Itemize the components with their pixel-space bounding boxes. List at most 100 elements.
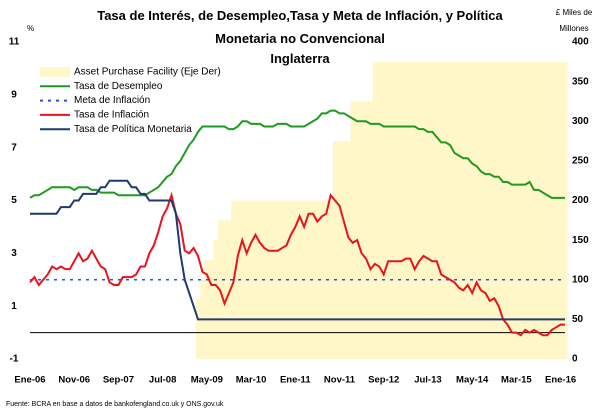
y2-tick-label: 350: [572, 76, 589, 87]
area-column: [359, 101, 365, 359]
area-column: [461, 61, 466, 359]
area-column: [266, 200, 272, 359]
area-column: [337, 141, 343, 359]
area-column: [540, 61, 546, 359]
area-column: [518, 61, 524, 359]
area-column: [412, 61, 418, 359]
area-column: [240, 200, 245, 359]
area-column: [354, 101, 360, 359]
area-column: [438, 61, 444, 359]
area-column: [553, 61, 559, 359]
y-tick-label: 1: [11, 301, 17, 312]
area-column: [421, 61, 427, 359]
line-series: [29, 109, 565, 199]
area-column: [505, 61, 511, 359]
area-column: [430, 61, 435, 359]
area-column: [394, 61, 400, 359]
area-column: [315, 200, 321, 359]
area-column: [288, 200, 294, 359]
x-tick-label: Ene-06: [14, 375, 45, 386]
area-column: [226, 220, 232, 359]
y2-tick-label: 200: [572, 195, 589, 206]
area-column: [496, 61, 502, 359]
x-tick-label: Jul-08: [149, 375, 176, 386]
y-tick-label: 3: [11, 248, 17, 259]
legend-label: Tasa de Política Monetaria: [74, 124, 192, 135]
legend-label: Asset Purchase Facility (Eje Der): [74, 67, 221, 78]
area-column: [279, 200, 285, 359]
area-column: [536, 61, 542, 359]
legend-label: Tasa de Inflación: [74, 110, 149, 121]
area-column: [403, 61, 409, 359]
x-tick-label: Sep-12: [368, 375, 399, 386]
area-column: [527, 61, 533, 359]
y2-tick-label: 250: [572, 156, 589, 167]
area-column: [350, 101, 356, 359]
area-column: [416, 61, 422, 359]
area-column: [478, 61, 484, 359]
area-column: [341, 141, 347, 359]
area-column: [248, 200, 254, 359]
area-column: [452, 61, 458, 359]
x-tick-label: Mar-10: [236, 375, 267, 386]
source-note: Fuente: BCRA en base a datos de bankofen…: [6, 401, 224, 408]
y2-tick-label: 400: [572, 37, 589, 48]
area-column: [447, 61, 453, 359]
area-column: [195, 299, 201, 359]
area-column: [346, 141, 351, 359]
x-tick-label: May-09: [191, 375, 223, 386]
legend-label: Meta de Inflación: [74, 95, 150, 106]
area-column: [509, 61, 515, 359]
x-tick-label: Ene-11: [280, 375, 311, 386]
area-column: [545, 61, 550, 359]
area-column: [408, 61, 413, 359]
y2-tick-label: 300: [572, 116, 589, 127]
area-column: [558, 61, 564, 359]
area-column: [270, 200, 276, 359]
area-column: [483, 61, 489, 359]
area-column: [297, 200, 303, 359]
x-tick-label: Jul-13: [414, 375, 441, 386]
area-column: [368, 101, 374, 359]
x-tick-label: Ene-16: [545, 375, 576, 386]
area-column: [372, 61, 378, 359]
x-tick-label: Sep-07: [103, 375, 134, 386]
area-column: [332, 141, 338, 359]
area-column: [456, 61, 462, 359]
area-column: [549, 61, 555, 359]
area-column: [492, 61, 497, 359]
area-column: [209, 259, 214, 359]
area-column: [222, 220, 228, 359]
area-column: [328, 200, 334, 359]
area-column: [465, 61, 471, 359]
x-tick-label: Nov-06: [58, 375, 90, 386]
area-column: [531, 61, 537, 359]
area-column: [257, 200, 263, 359]
area-column: [363, 101, 369, 359]
chart-title: Tasa de Interés, de Desempleo,Tasa y Met…: [97, 8, 503, 46]
area-column: [434, 61, 440, 359]
area-column: [500, 61, 506, 359]
x-tick-label: Mar-15: [501, 375, 532, 386]
area-column: [213, 240, 219, 359]
x-tick-label: Nov-11: [324, 375, 356, 386]
y2-tick-label: 100: [572, 274, 589, 285]
y2-tick-label: 150: [572, 235, 589, 246]
area-column: [385, 61, 391, 359]
area-column: [522, 61, 528, 359]
line-series: [29, 191, 565, 337]
area-column: [399, 61, 405, 359]
area-column: [562, 61, 568, 359]
chart-subtitle: Inglaterra: [270, 51, 330, 66]
legend-label: Tasa de Desempleo: [74, 81, 163, 92]
y2-tick-label: 0: [572, 354, 578, 365]
area-column: [381, 61, 387, 359]
area-column: [390, 61, 396, 359]
x-tick-label: May-14: [456, 375, 489, 386]
y2-axis-label: £ Miles de Millones: [555, 8, 593, 33]
y2-tick-label: 50: [572, 314, 584, 325]
area-column: [319, 200, 325, 359]
area-column: [514, 61, 519, 359]
y-axis-label: %: [27, 24, 35, 33]
